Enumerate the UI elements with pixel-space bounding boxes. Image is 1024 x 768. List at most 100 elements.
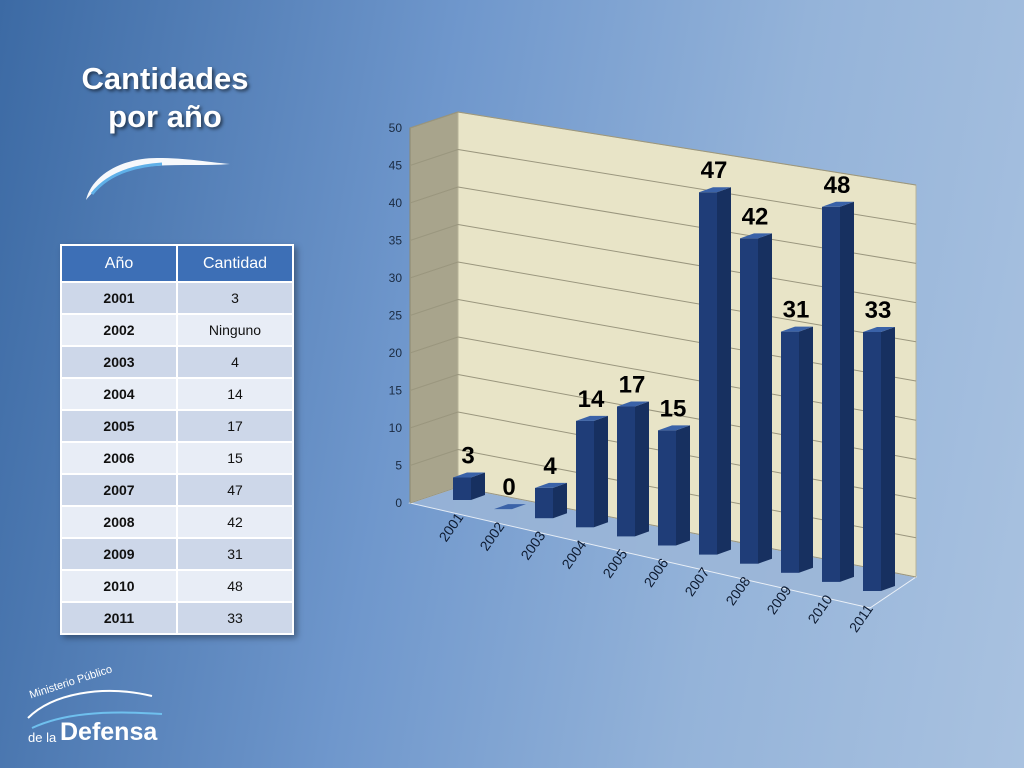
bar-value-label: 42 [742, 203, 769, 230]
bar-value-label: 4 [543, 453, 557, 480]
gridline-side [409, 261, 459, 279]
bar-front [781, 331, 799, 573]
table-row: 2004 14 [60, 377, 294, 411]
bar-top [576, 415, 608, 421]
bar-top [863, 326, 895, 332]
table-header-amount: Cantidad [176, 244, 294, 283]
table-cell-amount: 14 [176, 377, 294, 411]
bar-top [699, 187, 731, 193]
bar-front [453, 477, 471, 500]
table-row: 2001 3 [60, 281, 294, 315]
logo-line3: Defensa [60, 718, 158, 746]
y-tick-label: 30 [389, 271, 403, 285]
gridline [457, 111, 917, 186]
bar-front [699, 192, 717, 555]
bar-front [617, 406, 635, 537]
bar-side [471, 472, 485, 500]
logo-line2: de la [28, 730, 57, 745]
table-cell-amount: Ninguno [176, 313, 294, 347]
bar-side [717, 187, 731, 555]
bar-value-label: 31 [783, 297, 810, 324]
gridline-side [409, 374, 459, 391]
table-cell-amount: 42 [176, 505, 294, 539]
table-row: 2006 15 [60, 441, 294, 475]
bar-value-label: 48 [824, 172, 851, 199]
bar-front [658, 430, 676, 546]
bar-front [535, 487, 553, 519]
bar-top [740, 233, 772, 239]
gridline-side [409, 149, 459, 166]
table-cell-year: 2003 [60, 345, 178, 379]
bar-front [740, 238, 758, 564]
table-row: 2007 47 [60, 473, 294, 507]
table-row: 2009 31 [60, 537, 294, 571]
bar-top [535, 482, 567, 488]
bar-top [453, 472, 485, 478]
bar-top [781, 326, 813, 332]
table-header-year: Año [60, 244, 178, 283]
bar-side [840, 201, 854, 582]
bar-top [494, 504, 526, 510]
logo: Ministerio Público de la Defensa [22, 663, 182, 754]
bar-front [576, 420, 594, 528]
bar-value-label: 3 [461, 443, 474, 470]
bar-value-label: 15 [660, 395, 687, 422]
bar-top [617, 401, 649, 407]
table-cell-amount: 33 [176, 601, 294, 635]
slide-title-line2: por año [108, 99, 222, 134]
y-tick-label: 10 [389, 421, 403, 435]
bar-value-label: 0 [502, 474, 515, 501]
table-cell-amount: 31 [176, 537, 294, 571]
table-cell-year: 2001 [60, 281, 178, 315]
table-cell-amount: 3 [176, 281, 294, 315]
bar-side [881, 326, 895, 591]
swoosh-decoration [86, 158, 230, 200]
table-row: 2005 17 [60, 409, 294, 443]
y-tick-label: 50 [389, 121, 403, 135]
bar-side [594, 415, 608, 528]
y-tick-label: 15 [389, 384, 403, 398]
gridline-side [409, 186, 459, 204]
slide-title: Cantidades por año [60, 60, 270, 136]
table-cell-year: 2005 [60, 409, 178, 443]
bar-top [822, 201, 854, 207]
gridline-side [409, 486, 459, 504]
y-tick-label: 0 [395, 496, 402, 510]
bar-value-label: 14 [578, 386, 605, 413]
table-cell-year: 2002 [60, 313, 178, 347]
bar-front [863, 331, 881, 591]
y-tick-label: 40 [389, 196, 403, 210]
table-cell-year: 2006 [60, 441, 178, 475]
table-cell-year: 2010 [60, 569, 178, 603]
table-cell-amount: 15 [176, 441, 294, 475]
y-tick-label: 5 [395, 459, 402, 473]
table-cell-year: 2007 [60, 473, 178, 507]
data-table: Año Cantidad 2001 3 2002 Ninguno 2003 4 2004 14… [60, 244, 294, 635]
y-tick-label: 25 [389, 309, 403, 323]
bar-value-label: 33 [865, 297, 892, 324]
table-cell-year: 2008 [60, 505, 178, 539]
gridline-side [409, 449, 459, 466]
table-cell-amount: 47 [176, 473, 294, 507]
bar-value-label: 47 [701, 157, 728, 184]
table-cell-year: 2011 [60, 601, 178, 635]
gridline-side [409, 224, 459, 241]
bar-side [635, 401, 649, 537]
table-row: 2011 33 [60, 601, 294, 635]
bar-side [799, 326, 813, 573]
table-cell-amount: 4 [176, 345, 294, 379]
table-cell-year: 2004 [60, 377, 178, 411]
gridline-side [409, 111, 459, 129]
gridline-side [409, 336, 459, 354]
table-row: 2002 Ninguno [60, 313, 294, 347]
y-tick-label: 20 [389, 346, 403, 360]
bar-side [758, 233, 772, 564]
gridline-side [409, 411, 459, 429]
bar-value-label: 17 [619, 372, 646, 399]
gridline-side [409, 299, 459, 316]
table-cell-amount: 48 [176, 569, 294, 603]
logo-arc [27, 690, 163, 729]
y-tick-label: 45 [389, 159, 403, 173]
table-cell-year: 2009 [60, 537, 178, 571]
